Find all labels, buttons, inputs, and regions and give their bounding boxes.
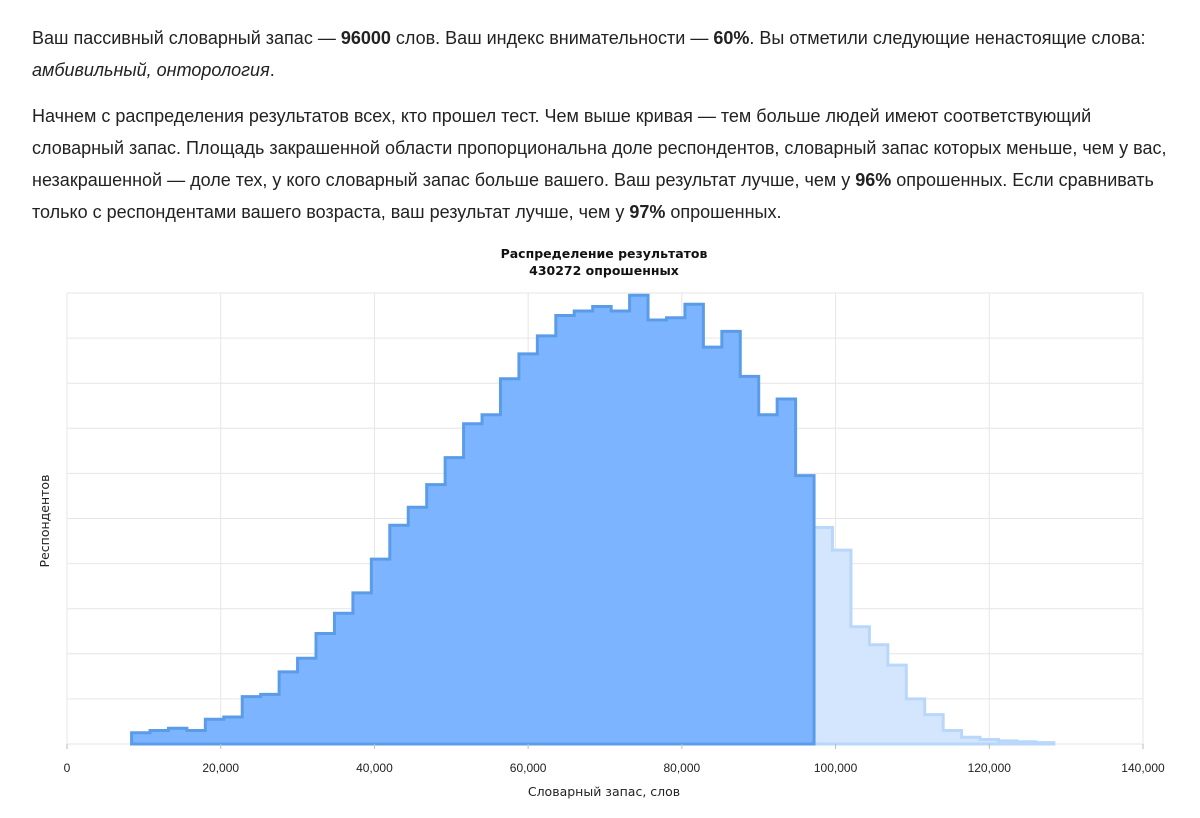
histogram-bin <box>556 316 574 744</box>
histogram-bin <box>187 730 205 744</box>
x-tick-label: 40,000 <box>356 761 393 775</box>
histogram-bin <box>500 379 518 744</box>
histogram-bin <box>814 528 832 744</box>
histogram-bin <box>353 593 371 744</box>
histogram-bin <box>168 728 186 744</box>
histogram-bin <box>316 634 334 744</box>
distribution-chart: Распределение результатов 430272 опрошен… <box>37 246 1165 799</box>
histogram-bin <box>666 318 684 744</box>
x-tick-label: 80,000 <box>664 761 701 775</box>
histogram-bin <box>150 730 168 744</box>
histogram-bin <box>1035 743 1053 744</box>
histogram-bin <box>464 424 482 744</box>
x-tick-label: 140,000 <box>1121 761 1165 775</box>
x-tick-label: 120,000 <box>968 761 1012 775</box>
percentile-age: 97% <box>629 202 666 222</box>
histogram-bin <box>390 525 408 744</box>
histogram-bin <box>334 613 352 744</box>
percentile-all: 96% <box>855 170 892 190</box>
histogram-bin <box>298 658 316 744</box>
histogram-bin <box>132 733 150 744</box>
histogram-bin <box>777 399 795 744</box>
histogram-bin <box>832 550 850 744</box>
histogram-bin <box>980 739 998 744</box>
histogram-bin <box>611 311 629 744</box>
area-below-path <box>130 293 816 746</box>
x-tick-label: 20,000 <box>202 761 239 775</box>
histogram-bin <box>703 347 721 744</box>
result-summary: Ваш пассивный словарный запас — 96000 сл… <box>32 28 1146 80</box>
x-axis-label: Словарный запас, слов <box>528 784 680 799</box>
y-axis-label: Респондентов <box>37 475 52 568</box>
histogram-bin <box>537 336 555 744</box>
histogram-bin <box>999 741 1017 744</box>
histogram-bin <box>261 694 279 744</box>
x-tick-label: 100,000 <box>814 761 858 775</box>
histogram-bin <box>427 485 445 744</box>
histogram-bin <box>593 307 611 744</box>
histogram-bin <box>279 672 297 744</box>
histogram-bin <box>519 354 537 744</box>
histogram-bin <box>685 304 703 744</box>
histogram-bin <box>906 699 924 744</box>
histogram-bin <box>224 717 242 744</box>
chart-subtitle: 430272 опрошенных <box>529 263 679 278</box>
histogram-bin <box>722 331 740 744</box>
histogram-bin <box>630 295 648 744</box>
histogram-bin <box>205 719 223 744</box>
area-below-user <box>130 293 816 746</box>
distribution-explanation: Начнем с распределения результатов всех,… <box>32 106 1167 222</box>
histogram-bin <box>740 376 758 744</box>
histogram-bin <box>371 559 389 744</box>
chart-title: Распределение результатов <box>501 246 708 261</box>
histogram-bin <box>408 507 426 744</box>
histogram-bin <box>574 311 592 744</box>
histogram-bin <box>648 320 666 744</box>
area-above-path <box>812 526 1056 746</box>
histogram-bin <box>1017 742 1035 744</box>
x-tick-label: 0 <box>64 761 71 775</box>
attention-index: 60% <box>713 28 750 48</box>
histogram-bin <box>869 645 887 744</box>
fake-words: амбивильный, онторология <box>32 60 270 80</box>
histogram-bin <box>943 730 961 744</box>
vocabulary-size: 96000 <box>340 28 391 48</box>
area-above-user <box>812 526 1056 746</box>
histogram-bin <box>759 415 777 744</box>
histogram-bin <box>445 458 463 744</box>
x-tick-label: 60,000 <box>510 761 547 775</box>
histogram-bin <box>925 715 943 744</box>
histogram-bin <box>851 627 869 744</box>
histogram-bin <box>482 415 500 744</box>
x-axis: 0 20,000 40,000 60,000 80,000 100,000 120,000 1… <box>64 744 1165 775</box>
histogram-bin <box>962 737 980 744</box>
histogram-bin <box>888 665 906 744</box>
histogram-bin <box>242 697 260 744</box>
histogram-bin <box>796 476 814 744</box>
